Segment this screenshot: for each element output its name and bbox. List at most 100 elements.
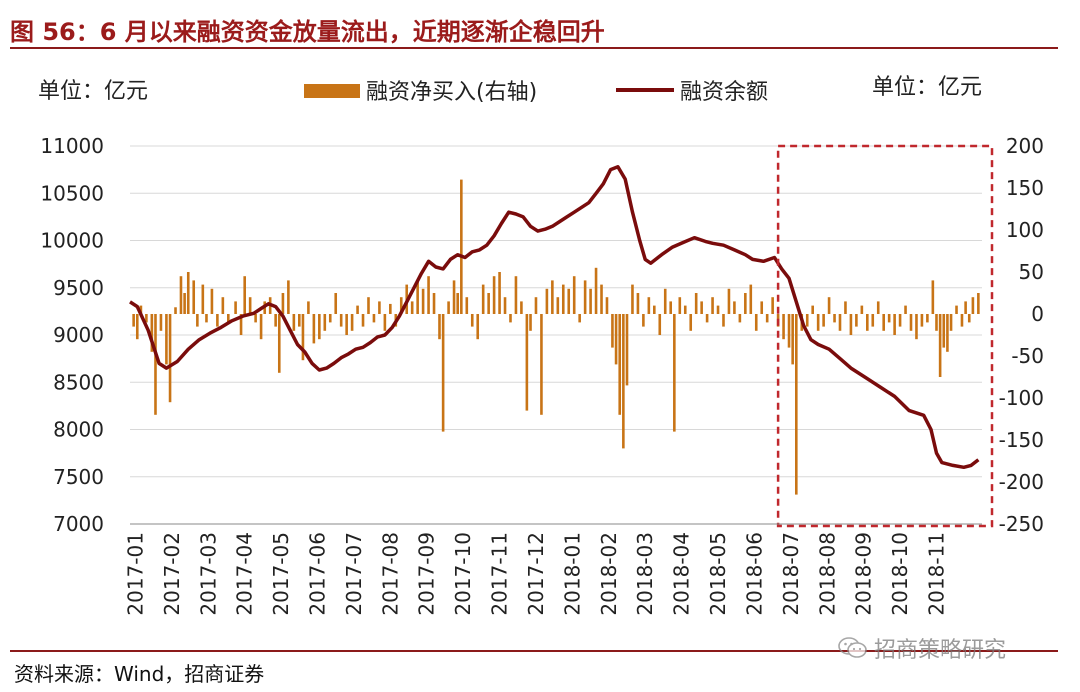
net-buy-bar: [904, 305, 907, 314]
x-axis-ticks: 2017-01 2017-02 2017-03 2017-04 2017-05 2017-…: [123, 532, 948, 616]
x-tick-label: 2018-11: [924, 532, 948, 616]
net-buy-bar: [782, 314, 785, 340]
net-buy-bar: [277, 314, 281, 373]
net-buy-bar: [931, 280, 935, 314]
left-tick-label: 11000: [40, 134, 104, 158]
net-buy-bar: [631, 284, 634, 314]
source-note: 资料来源：Wind，招商证券: [14, 662, 265, 686]
net-buy-bar: [926, 314, 929, 323]
left-tick-label: 10500: [40, 181, 104, 205]
net-buy-bar: [700, 301, 703, 314]
legend-bar-swatch: [304, 84, 360, 98]
net-buy-bar: [689, 314, 693, 331]
net-buy-bar: [525, 314, 529, 411]
right-tick-label: 0: [1031, 302, 1044, 326]
net-buy-bar: [301, 314, 305, 361]
right-tick-label: -100: [999, 386, 1044, 410]
net-buy-bar: [243, 276, 246, 314]
net-buy-bar: [838, 314, 842, 331]
net-buy-bar: [545, 288, 549, 314]
balance-line: [129, 165, 980, 470]
net-buy-bar: [487, 293, 490, 314]
net-buy-bar: [174, 307, 177, 314]
net-buy-bar: [234, 301, 237, 314]
net-buy-bar: [887, 314, 891, 323]
net-buy-bar: [259, 314, 263, 340]
net-buy-bar: [239, 314, 243, 335]
net-buy-bar: [139, 305, 143, 314]
x-tick-label: 2017-06: [306, 532, 330, 616]
net-buy-bar: [356, 305, 359, 314]
net-buy-bar: [509, 314, 512, 323]
legend-line-label: 融资余额: [680, 80, 768, 105]
net-buy-bar: [589, 288, 592, 314]
net-buy-bar: [561, 284, 565, 314]
net-buy-bar: [312, 314, 316, 344]
net-buy-bar: [827, 297, 831, 314]
net-buy-bar: [694, 293, 698, 314]
footer-rule: [10, 650, 1058, 652]
grid-lines: [130, 145, 982, 525]
x-tick-label: 2018-06: [742, 532, 766, 616]
x-tick-label: 2017-02: [160, 532, 184, 616]
net-buy-bar: [476, 314, 480, 340]
net-buy-bar: [898, 314, 902, 327]
x-tick-label: 2017-09: [415, 532, 439, 616]
x-tick-label: 2018-09: [852, 532, 876, 616]
watermark: 招商策略研究: [838, 632, 1006, 664]
net-buy-bar: [727, 288, 731, 314]
net-buy-bar: [465, 297, 469, 314]
net-buy-bar: [647, 297, 651, 314]
net-buy-bar: [389, 303, 392, 314]
net-buy-bar: [771, 297, 774, 314]
chart-title: 图 56：6 月以来融资资金放量流出，近期逐渐企稳回升: [10, 18, 605, 46]
net-buy-bar: [421, 288, 425, 314]
right-tick-label: -50: [1011, 344, 1044, 368]
net-buy-bar: [534, 297, 538, 314]
right-tick-label: -150: [999, 428, 1044, 452]
net-buy-bar: [520, 301, 523, 314]
net-buy-bar: [760, 301, 764, 314]
net-buy-bar: [915, 314, 918, 340]
net-buy-bar: [183, 293, 186, 314]
net-buy-bar: [168, 314, 172, 403]
net-buy-bar: [787, 314, 791, 348]
net-buy-bar: [227, 314, 230, 323]
net-buy-bar: [977, 293, 980, 314]
net-buy-bar: [594, 267, 598, 314]
net-buy-bar: [849, 314, 853, 335]
net-buy-bar: [960, 314, 964, 327]
x-tick-label: 2017-12: [524, 532, 548, 616]
left-tick-label: 7000: [53, 512, 104, 536]
right-tick-label: 50: [1019, 260, 1044, 284]
net-buy-bar: [432, 293, 436, 314]
title-rule: [10, 47, 1058, 49]
net-buy-bar: [844, 301, 847, 314]
net-buy-bar: [427, 276, 430, 314]
net-buy-bar: [600, 284, 603, 314]
net-buy-bar: [683, 305, 687, 314]
left-tick-label: 10000: [40, 229, 104, 253]
net-buy-bar: [556, 297, 560, 314]
net-buy-bar: [946, 314, 949, 352]
right-tick-label: -200: [999, 470, 1044, 494]
net-buy-bar: [636, 293, 640, 314]
net-buy-bar: [860, 305, 864, 314]
net-buy-bar: [876, 301, 880, 314]
net-buy-bar: [378, 301, 381, 314]
x-tick-label: 2017-11: [488, 532, 512, 616]
net-buy-bar: [281, 293, 285, 314]
highlight-box: [776, 144, 994, 528]
net-buy-bar: [967, 314, 971, 323]
right-axis-unit: 单位：亿元: [872, 75, 982, 100]
net-buy-bar: [673, 314, 676, 432]
net-buy-bar: [765, 314, 769, 323]
x-tick-label: 2017-01: [123, 532, 147, 616]
x-tick-label: 2017-10: [451, 532, 475, 616]
legend-bar-label: 融资净买入(右轴): [366, 80, 537, 105]
net-buy-bar: [605, 297, 609, 314]
net-buy-bar: [663, 288, 667, 314]
net-buy-bar: [964, 301, 967, 314]
net-buy-bar: [529, 314, 532, 331]
